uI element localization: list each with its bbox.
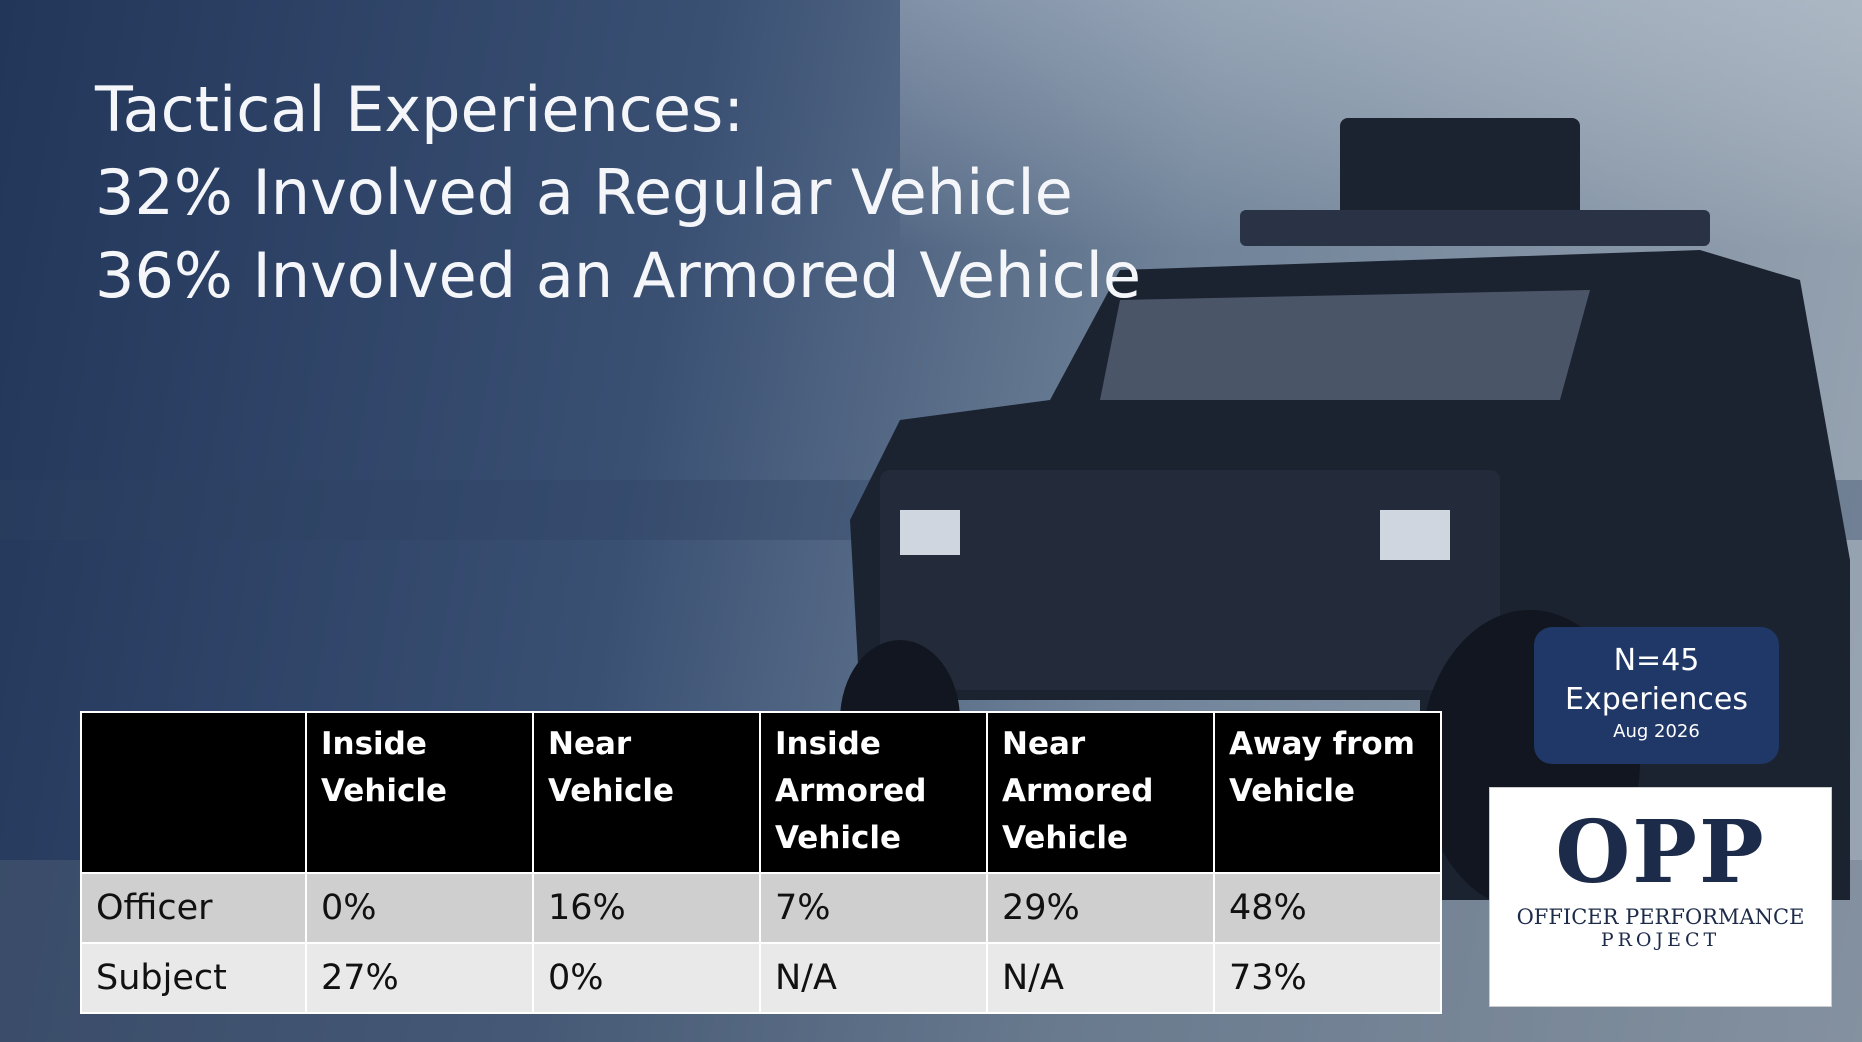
header-line: Inside	[775, 726, 881, 762]
table-cell: 0%	[532, 942, 761, 1014]
data-table: Inside Vehicle Near Vehicle Inside Armored Veh…	[80, 711, 1442, 1014]
header-line: Near	[1002, 726, 1086, 762]
header-line: Armored	[775, 773, 927, 809]
logo-line: PROJECT	[1600, 929, 1721, 951]
header-line: Away from	[1229, 726, 1415, 762]
header-line: Vehicle	[1229, 773, 1356, 809]
table-cell: 0%	[305, 872, 534, 944]
title: Tactical Experiences: 32% Involved a Reg…	[95, 68, 1141, 317]
table-cell: N/A	[986, 942, 1215, 1014]
table-body: Officer 0% 16% 7% 29% 48% Subject 27% 0% N/A N/A 73…	[80, 872, 1442, 1014]
badge-unit: Experiences	[1565, 682, 1748, 717]
table-row: Subject 27% 0% N/A N/A 73%	[80, 942, 1442, 1014]
table-cell: 48%	[1213, 872, 1442, 944]
header-cell: Away from Vehicle	[1213, 711, 1442, 874]
header-line: Near	[548, 726, 632, 762]
table-row: Officer 0% 16% 7% 29% 48%	[80, 872, 1442, 944]
header-line: Vehicle	[321, 773, 448, 809]
header-row: Inside Vehicle Near Vehicle Inside Armored Veh…	[80, 711, 1442, 874]
badge-date: Aug 2026	[1613, 721, 1700, 742]
header-line: Inside	[321, 726, 427, 762]
logo-mark: OPP	[1555, 802, 1766, 903]
sample-badge: N=45 Experiences Aug 2026	[1534, 627, 1779, 764]
logo-line: OFFICER PERFORMANCE	[1516, 905, 1805, 929]
title-line: 32% Involved a Regular Vehicle	[95, 156, 1073, 229]
header-cell: Near Armored Vehicle	[986, 711, 1215, 874]
header-cell: Near Vehicle	[532, 711, 761, 874]
table-cell: 73%	[1213, 942, 1442, 1014]
table-cell: 16%	[532, 872, 761, 944]
table-cell: 29%	[986, 872, 1215, 944]
table-cell: N/A	[759, 942, 988, 1014]
table-cell: 7%	[759, 872, 988, 944]
header-cell: Inside Armored Vehicle	[759, 711, 988, 874]
table-cell: 27%	[305, 942, 534, 1014]
corner-cell	[80, 711, 307, 874]
header-line: Armored	[1002, 773, 1154, 809]
row-label: Subject	[80, 942, 307, 1014]
title-line: Tactical Experiences:	[95, 73, 745, 146]
badge-count: N=45	[1613, 643, 1700, 678]
logo: OPP OFFICER PERFORMANCE PROJECT	[1489, 787, 1832, 1007]
row-label: Officer	[80, 872, 307, 944]
header-line: Vehicle	[1002, 820, 1129, 856]
header-cell: Inside Vehicle	[305, 711, 534, 874]
header-line: Vehicle	[548, 773, 675, 809]
title-line: 36% Involved an Armored Vehicle	[95, 239, 1142, 312]
header-line: Vehicle	[775, 820, 902, 856]
